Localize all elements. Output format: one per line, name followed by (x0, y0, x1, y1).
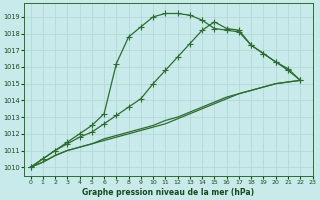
X-axis label: Graphe pression niveau de la mer (hPa): Graphe pression niveau de la mer (hPa) (82, 188, 254, 197)
